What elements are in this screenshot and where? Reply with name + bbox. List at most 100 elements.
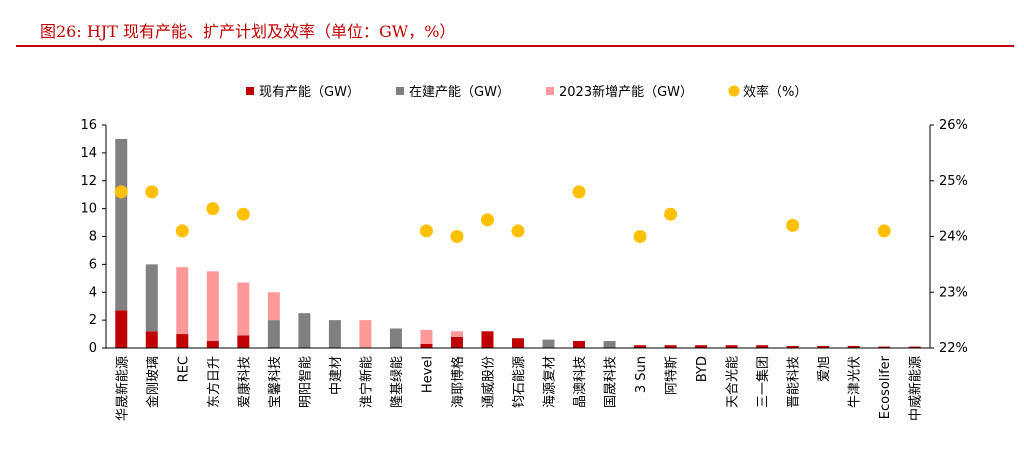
x-tick-label: 宝馨科技 xyxy=(267,356,283,408)
x-tick-label: 晶澳科技 xyxy=(572,356,588,408)
legend-label: 现有产能（GW） xyxy=(259,85,360,100)
bar xyxy=(298,313,311,348)
bar xyxy=(634,345,647,348)
bar xyxy=(695,345,708,348)
bar xyxy=(145,331,158,348)
y-axis-right: 22% 23% 24% 25% 26% xyxy=(929,118,968,356)
bar xyxy=(206,341,219,348)
bar xyxy=(267,292,280,321)
y2-tick-label: 23% xyxy=(939,285,968,300)
x-tick-label: 海耶博格 xyxy=(450,356,466,408)
bar xyxy=(115,310,128,348)
y-tick-label: 2 xyxy=(89,313,97,328)
bar xyxy=(542,339,555,348)
bar xyxy=(756,345,769,348)
bar xyxy=(237,282,250,336)
bar xyxy=(786,345,799,348)
bar xyxy=(450,331,463,337)
y2-tick-label: 25% xyxy=(939,174,968,189)
x-tick-label: 明阳智能 xyxy=(298,356,313,408)
efficiency-point xyxy=(419,224,433,238)
bar xyxy=(237,335,250,348)
y-tick-label: 0 xyxy=(89,341,97,356)
bar xyxy=(908,346,921,348)
bar xyxy=(603,341,616,348)
x-tick-label: 隆基绿能 xyxy=(390,356,405,408)
x-tick-label: 晋能科技 xyxy=(787,356,802,408)
bar xyxy=(328,320,341,348)
bar xyxy=(145,264,158,332)
y-tick-label: 10 xyxy=(80,202,97,217)
bar xyxy=(389,328,402,348)
efficiency-point xyxy=(511,224,525,238)
bar xyxy=(359,320,372,348)
x-tick-label: 中威新能源 xyxy=(908,356,924,421)
efficiency-point xyxy=(114,185,128,199)
x-axis: 华晟新能源 金刚玻璃 REC 东方日升 爱康科技 宝馨科技 明阳智能 中建材 淮宁新能 隆基绿能 H… xyxy=(106,347,930,421)
title-rule xyxy=(16,45,1014,47)
x-tick-label: 天合光能 xyxy=(726,356,741,408)
x-tick-label: 华晟新能源 xyxy=(114,356,130,421)
legend: 现有产能（GW） 在建产能（GW） 2023新增产能（GW） 效率（%） xyxy=(246,84,807,100)
legend-label: 效率（%） xyxy=(743,84,807,100)
bar xyxy=(176,267,189,335)
y2-tick-label: 22% xyxy=(939,341,968,356)
x-tick-label: 海源复材 xyxy=(543,356,558,408)
efficiency-point xyxy=(206,202,220,216)
efficiency-point xyxy=(572,185,586,199)
bars xyxy=(115,138,921,348)
legend-swatch xyxy=(396,87,404,95)
x-tick-label: 金刚玻璃 xyxy=(145,356,161,408)
bar xyxy=(664,345,677,348)
bar xyxy=(847,345,860,348)
x-tick-label: Hevel xyxy=(420,356,435,393)
bar xyxy=(176,334,189,348)
figure-header: 图26: HJT 现有产能、扩产计划及效率（单位：GW，%） xyxy=(16,0,1014,48)
y-tick-label: 6 xyxy=(89,257,97,272)
legend-swatch xyxy=(546,87,554,95)
legend-swatch xyxy=(246,87,254,95)
y-tick-label: 14 xyxy=(80,146,97,161)
y-tick-label: 8 xyxy=(89,230,97,245)
y-tick-label: 12 xyxy=(80,174,97,189)
bar xyxy=(420,343,433,348)
legend-swatch xyxy=(728,85,740,97)
efficiency-point xyxy=(786,218,800,232)
bar xyxy=(481,331,494,348)
x-tick-label: 爱康科技 xyxy=(236,356,252,408)
bar xyxy=(878,346,891,348)
bar xyxy=(573,341,586,348)
bar xyxy=(450,336,463,348)
figure-title: 图26: HJT 现有产能、扩产计划及效率（单位：GW，%） xyxy=(40,22,456,41)
efficiency-point xyxy=(450,230,464,243)
x-tick-label: 东方日升 xyxy=(206,356,222,408)
efficiency-point xyxy=(175,224,189,238)
efficiency-point xyxy=(236,207,250,221)
efficiency-point xyxy=(480,213,494,227)
bar xyxy=(512,338,524,348)
y-tick-label: 16 xyxy=(80,118,97,133)
bar xyxy=(115,138,128,311)
x-tick-label: 国晟科技 xyxy=(604,356,619,408)
x-tick-label: 三一集团 xyxy=(755,356,771,408)
bar xyxy=(206,271,219,342)
x-tick-label: 钧石能源 xyxy=(512,356,527,408)
bar xyxy=(725,345,738,348)
x-tick-label: 淮宁新能 xyxy=(358,356,374,408)
x-tick-label: 3 Sun xyxy=(634,356,649,393)
efficiency-point xyxy=(633,230,647,243)
bar xyxy=(267,320,280,348)
efficiency-point xyxy=(664,207,678,221)
efficiency-point xyxy=(877,224,891,238)
x-tick-label: 通威股份 xyxy=(481,356,496,408)
efficiency-point xyxy=(145,185,159,199)
efficiency-points xyxy=(114,185,891,243)
x-tick-label: 中建材 xyxy=(329,356,344,395)
legend-label: 在建产能（GW） xyxy=(409,85,510,100)
x-tick-label: 牛津光伏 xyxy=(848,356,863,408)
x-tick-label: 爱旭 xyxy=(817,356,832,382)
y-axis-left: 0 2 4 6 8 10 12 14 16 xyxy=(80,118,107,356)
legend-label: 2023新增产能（GW） xyxy=(559,84,693,100)
y2-tick-label: 24% xyxy=(939,230,968,245)
